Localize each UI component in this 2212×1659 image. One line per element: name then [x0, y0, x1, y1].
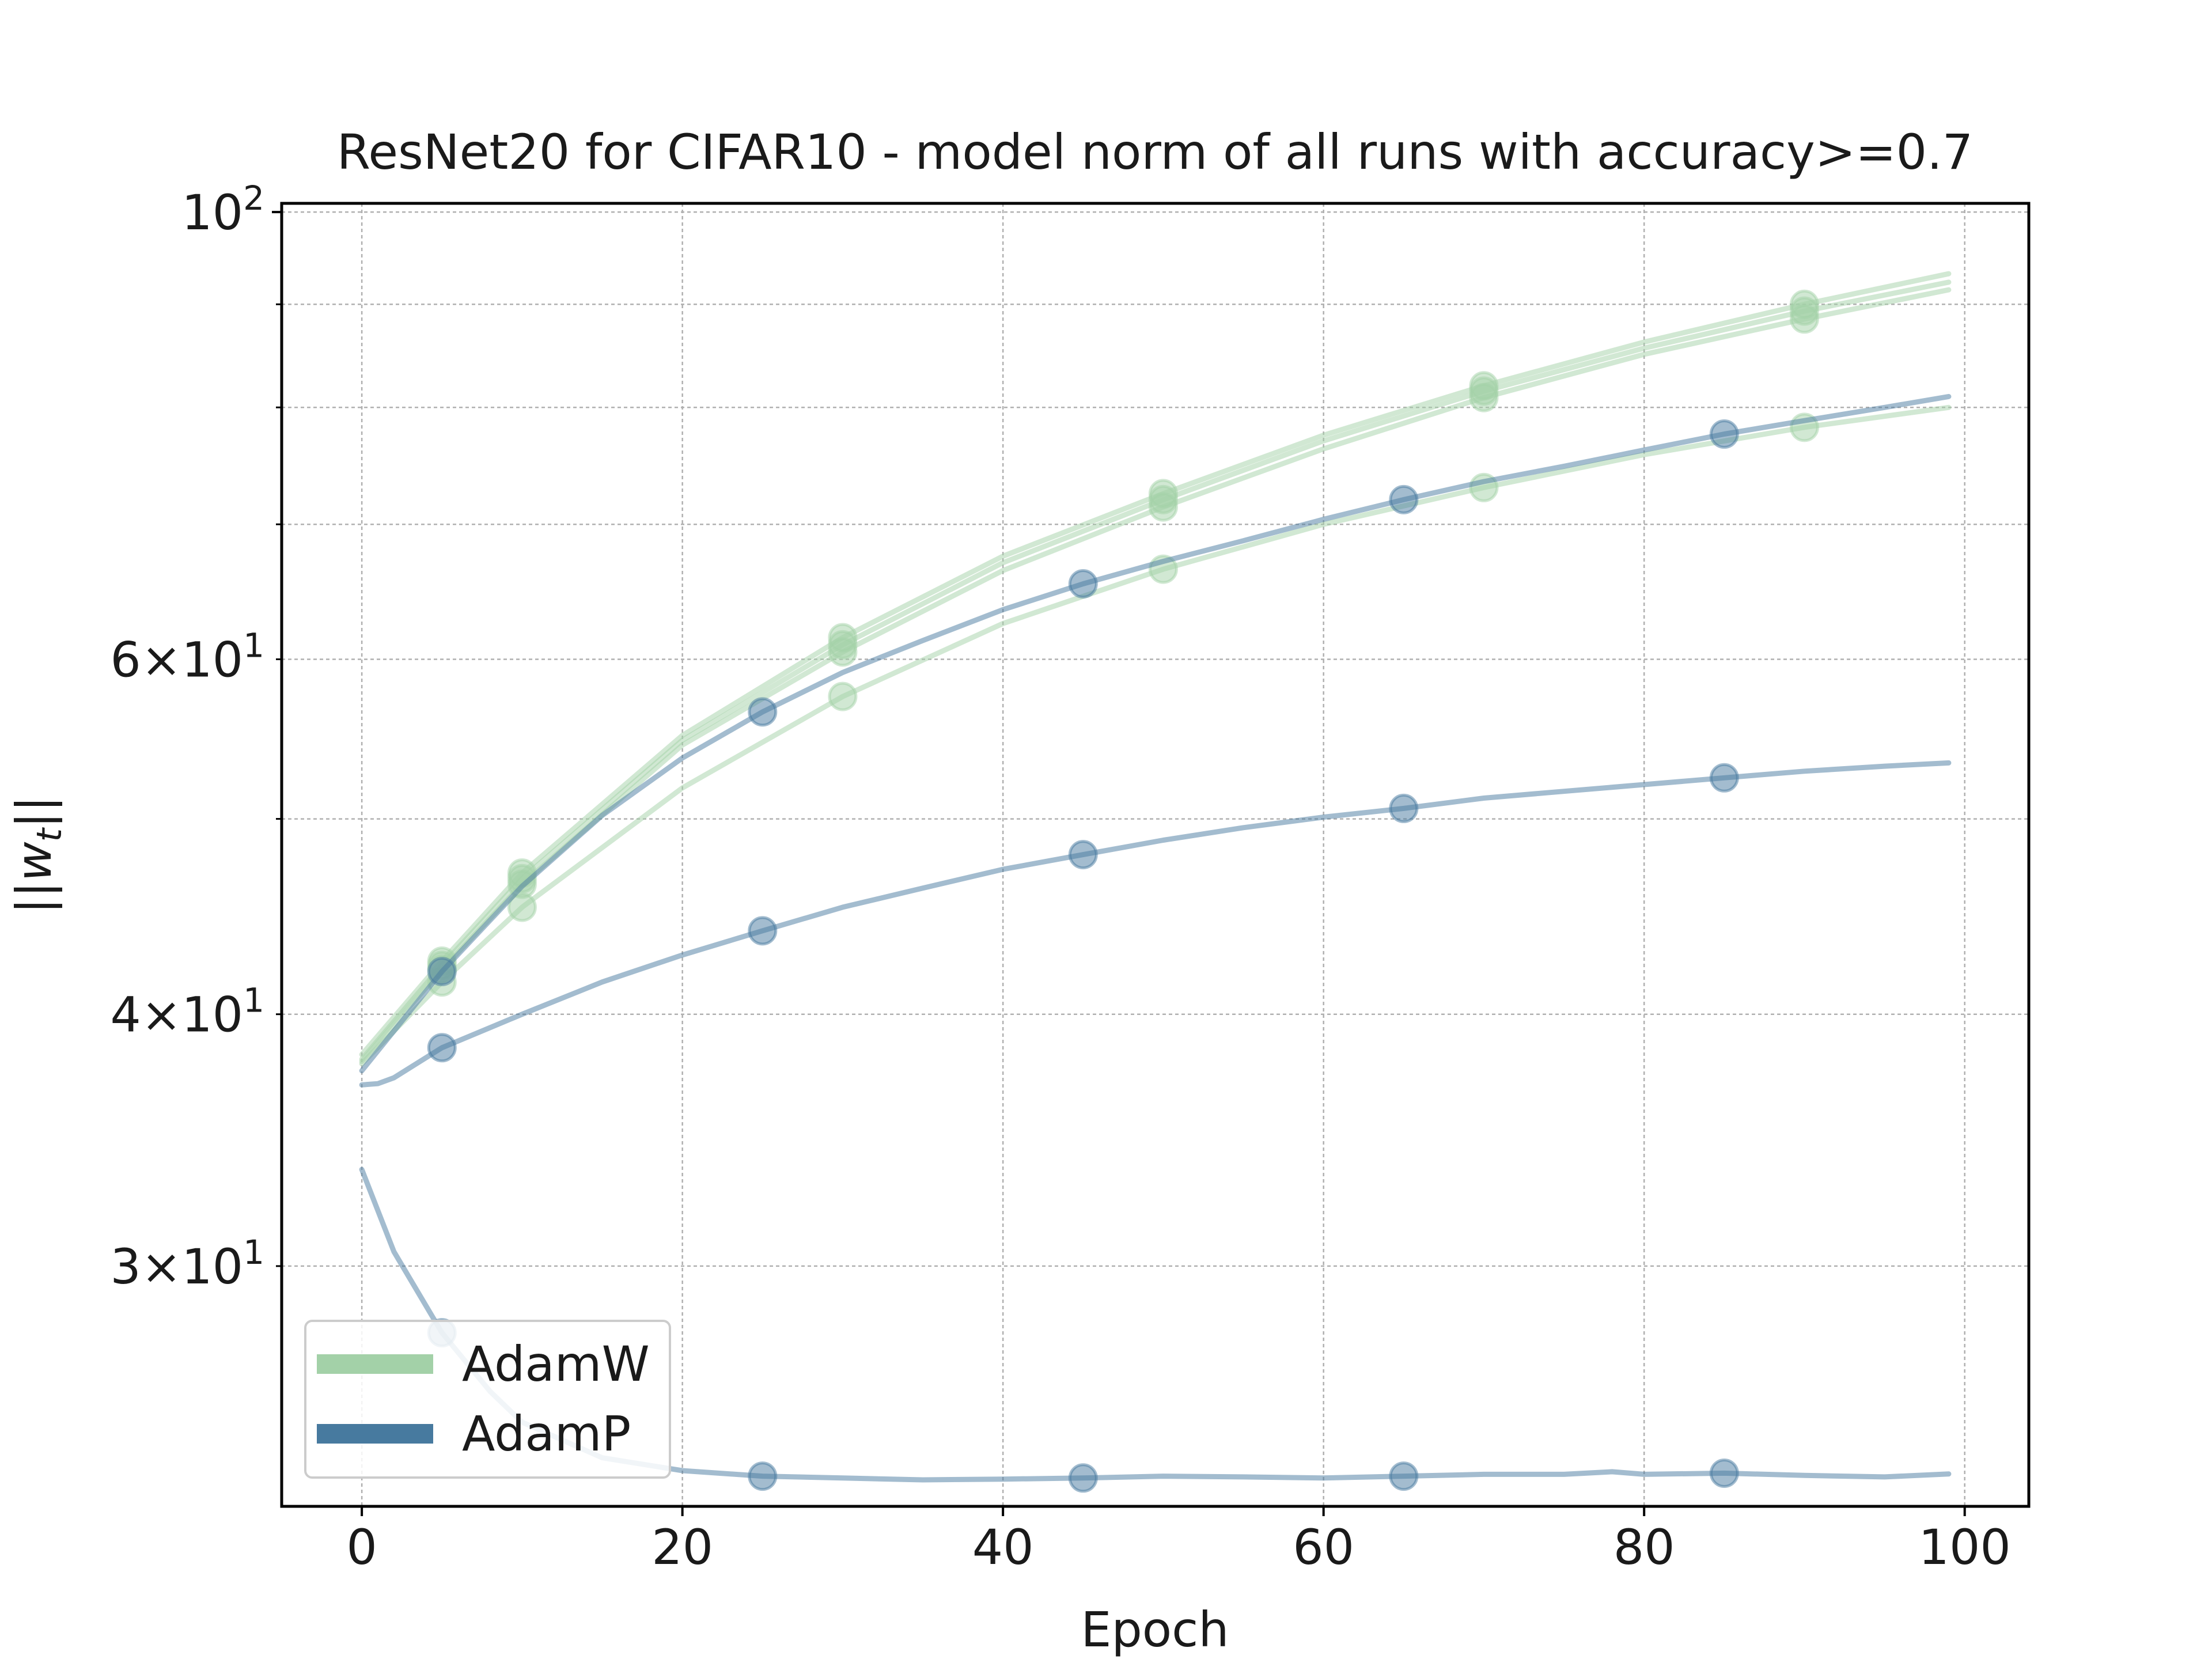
x-tick-label: 60: [1293, 1519, 1354, 1575]
series-line: [359, 279, 1952, 1062]
y-tick-label: 6×101: [110, 626, 264, 688]
series-marker: [828, 681, 858, 711]
legend-label-adamp: AdamP: [462, 1406, 631, 1462]
series-marker: [828, 637, 858, 667]
x-tick-label: 20: [652, 1519, 713, 1575]
y-tick-label: 3×101: [110, 1233, 264, 1295]
series-marker: [1789, 304, 1819, 334]
series-group: [359, 271, 1952, 1493]
series-marker: [1709, 419, 1739, 449]
series-marker: [1068, 569, 1098, 599]
series-adamp-4: [359, 393, 1952, 1074]
series-marker: [427, 1033, 457, 1063]
series-marker: [748, 1461, 778, 1491]
chart-title: ResNet20 for CIFAR10 - model norm of all…: [337, 124, 1973, 180]
series-marker: [748, 697, 778, 727]
series-marker: [507, 892, 537, 922]
series-marker: [748, 916, 778, 946]
x-tick-label: 0: [346, 1519, 377, 1575]
plot-frame: [280, 202, 2031, 1508]
series-marker: [427, 957, 457, 987]
series-marker: [1389, 793, 1419, 823]
x-tick-label: 100: [1919, 1519, 2011, 1575]
series-adamw-0: [359, 271, 1952, 1058]
series-marker: [1389, 1461, 1419, 1491]
y-tick-label: 102: [181, 179, 264, 241]
grid-lines: [282, 203, 2029, 1506]
legend-label-adamw: AdamW: [462, 1336, 650, 1392]
series-line: [359, 393, 1952, 1074]
series-adamw-1: [359, 279, 1952, 1062]
x-axis-label: Epoch: [1081, 1601, 1229, 1658]
legend: AdamW AdamP: [304, 1320, 671, 1479]
series-line: [359, 271, 1952, 1058]
series-marker: [1148, 492, 1178, 522]
x-tick-label: 40: [972, 1519, 1034, 1575]
y-axis-label: ||wt||: [6, 796, 70, 914]
x-ticks: 0 20 40 60 80 100: [346, 1506, 2011, 1575]
series-marker: [1709, 1458, 1739, 1488]
series-adamp-5: [359, 760, 1952, 1088]
series-marker: [1068, 1463, 1098, 1493]
series-line: [359, 287, 1952, 1065]
series-marker: [1389, 484, 1419, 514]
y-ticks: 102 3×101 4×101 6×101: [110, 179, 282, 1295]
x-tick-label: 80: [1613, 1519, 1675, 1575]
series-marker: [1068, 840, 1098, 870]
y-tick-label: 4×101: [110, 981, 264, 1043]
series-adamw-2: [359, 287, 1952, 1065]
series-marker: [1469, 382, 1499, 412]
series-marker: [1709, 763, 1739, 793]
